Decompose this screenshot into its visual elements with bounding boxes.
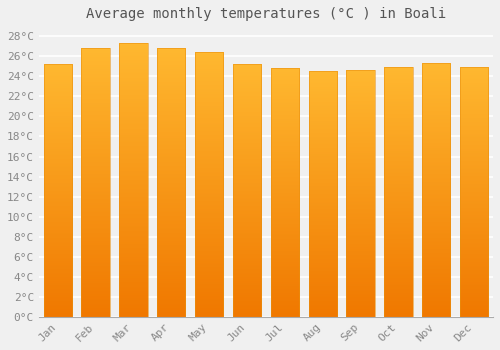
Bar: [308, 71, 337, 317]
Bar: [195, 52, 224, 317]
Bar: [270, 68, 299, 317]
Bar: [460, 67, 488, 317]
Title: Average monthly temperatures (°C ) in Boali: Average monthly temperatures (°C ) in Bo…: [86, 7, 446, 21]
Bar: [82, 48, 110, 317]
Bar: [384, 67, 412, 317]
Bar: [346, 70, 375, 317]
Bar: [44, 64, 72, 317]
Bar: [233, 64, 261, 317]
Bar: [157, 48, 186, 317]
Bar: [422, 63, 450, 317]
Bar: [119, 43, 148, 317]
